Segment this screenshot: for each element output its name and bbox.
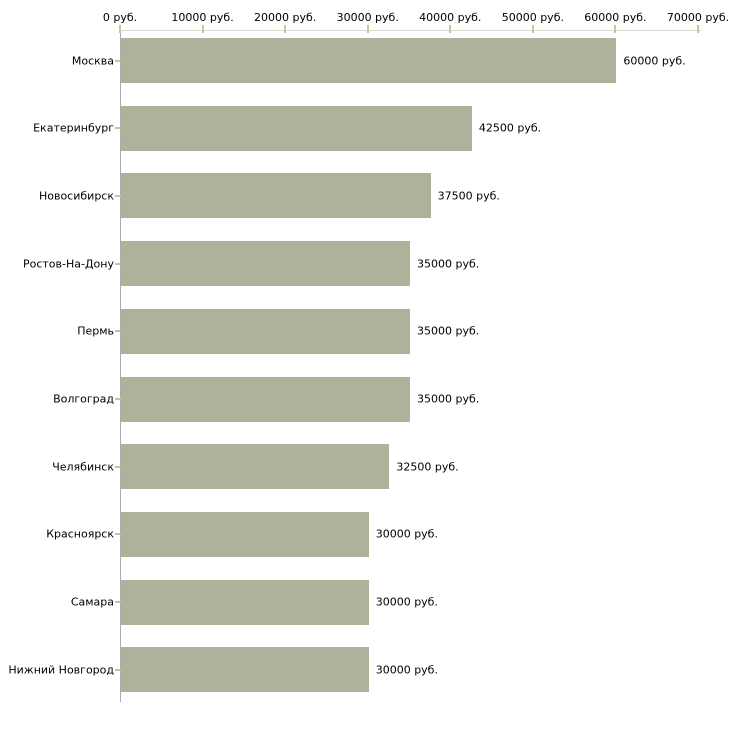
y-axis-tick-mark	[115, 330, 121, 333]
value-label: 37500 руб.	[437, 189, 500, 203]
x-axis-tick-label: 60000 руб.	[584, 11, 647, 24]
x-axis-tick-label: 10000 руб.	[171, 11, 234, 24]
value-label: 42500 руб.	[478, 121, 542, 135]
x-axis-tick-label: 30000 руб.	[336, 11, 399, 24]
category-label: Челябинск	[52, 460, 114, 474]
value-label: 35000 руб.	[417, 257, 480, 271]
bar	[121, 511, 369, 557]
bar	[121, 241, 410, 287]
bar	[121, 105, 472, 151]
x-axis-tick-mark	[284, 25, 287, 33]
y-axis-tick-mark	[115, 398, 121, 400]
x-axis-line	[120, 30, 701, 31]
category-label: Екатеринбург	[33, 121, 114, 135]
y-axis-tick-mark	[115, 668, 121, 671]
y-axis-tick-mark	[115, 127, 121, 130]
value-label: 30000 руб.	[375, 663, 438, 677]
x-axis-tick-label: 70000 руб.	[666, 11, 730, 24]
x-axis-tick-mark	[697, 25, 699, 33]
y-axis-tick-mark	[115, 262, 121, 265]
y-axis-tick-mark	[115, 533, 121, 536]
bar	[121, 579, 369, 625]
x-axis-tick-mark	[531, 25, 534, 33]
bar	[121, 38, 617, 83]
category-label: Красноярск	[46, 527, 114, 541]
value-label: 60000 руб.	[623, 54, 686, 67]
value-label: 35000 руб.	[417, 324, 480, 338]
x-axis-tick-mark	[366, 25, 369, 33]
category-label: Новосибирск	[38, 189, 114, 203]
y-axis-tick-mark	[115, 194, 121, 197]
value-label: 35000 руб.	[417, 392, 480, 406]
x-axis-tick-label: 50000 руб.	[501, 11, 564, 24]
bar	[121, 308, 410, 354]
category-label: Волгоград	[53, 392, 114, 406]
bar	[121, 173, 431, 219]
bar	[121, 444, 390, 490]
y-axis-tick-mark	[115, 601, 121, 604]
y-axis-tick-mark	[115, 465, 121, 468]
x-axis-tick-mark	[201, 25, 204, 33]
x-axis-tick-label: 0 руб.	[102, 11, 138, 24]
x-axis-tick-mark	[119, 25, 121, 33]
value-label: 32500 руб.	[396, 460, 459, 474]
y-axis-line	[120, 30, 121, 702]
x-axis-tick-label: 20000 руб.	[254, 11, 317, 24]
category-label: Москва	[71, 54, 114, 67]
y-axis-tick-mark	[115, 59, 121, 62]
x-axis-tick-label: 40000 руб.	[419, 11, 482, 24]
x-axis-tick-mark	[614, 25, 617, 33]
value-label: 30000 руб.	[375, 527, 438, 541]
category-label: Самара	[70, 595, 114, 609]
category-label: Ростов-На-Дону	[22, 257, 114, 271]
value-label: 30000 руб.	[375, 595, 438, 609]
x-axis-tick-mark	[449, 25, 452, 33]
category-label: Пермь	[77, 324, 114, 338]
bar	[121, 376, 410, 422]
bar	[121, 647, 369, 693]
category-label: Нижний Новгород	[8, 663, 114, 677]
